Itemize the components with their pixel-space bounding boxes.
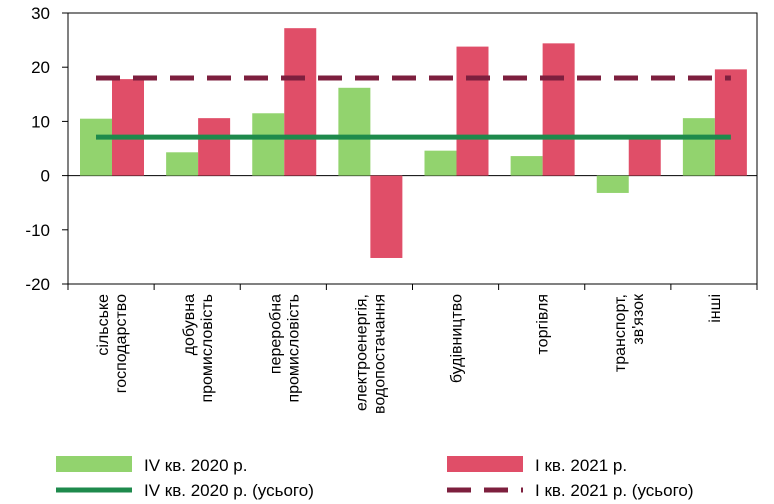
bar-series-1	[338, 88, 370, 176]
bar-series-1	[683, 118, 715, 175]
category-label-line: промисловість	[285, 294, 302, 403]
bar-series-2	[370, 176, 402, 258]
bar-series-2	[284, 28, 316, 175]
category-label: сільськегосподарство	[95, 294, 130, 393]
category-label-line: переробна	[267, 294, 284, 374]
y-tick-label: -20	[25, 275, 50, 294]
legend: IV кв. 2020 р. I кв. 2021 р. IV кв. 2020 р…	[56, 456, 694, 500]
bar-series-1	[252, 113, 284, 175]
bar-series-2	[198, 118, 230, 175]
legend-label-series-1: IV кв. 2020 р.	[144, 456, 247, 475]
category-label: переробнапромисловість	[267, 294, 302, 403]
bar-series-1	[166, 152, 198, 175]
category-label: інші	[707, 294, 724, 323]
bars	[80, 28, 747, 258]
category-label-line: будівництво	[449, 294, 466, 383]
reference-lines	[96, 78, 731, 137]
legend-label-total-1: IV кв. 2020 р. (усього)	[144, 481, 314, 500]
category-label-line: промисловість	[199, 294, 216, 403]
category-label: добувнапромисловість	[181, 294, 216, 403]
y-tick-label: 20	[31, 58, 50, 77]
category-label-line: торгівля	[535, 294, 552, 354]
category-label-line: транспорт,	[612, 294, 629, 372]
bar-series-2	[715, 69, 747, 175]
bar-series-1	[597, 176, 629, 193]
y-tick-label: 30	[31, 4, 50, 23]
category-label-line: добувна	[181, 294, 198, 355]
bar-series-2	[112, 79, 144, 175]
legend-label-total-2: I кв. 2021 р. (усього)	[535, 481, 694, 500]
category-label-line: сільське	[95, 294, 112, 356]
category-label-line: водопостачання	[371, 294, 388, 414]
bar-series-1	[425, 151, 457, 176]
category-label-line: інші	[707, 294, 724, 323]
bar-series-1	[80, 119, 112, 176]
category-label-line: господарство	[113, 294, 130, 393]
legend-swatch-series-1	[56, 456, 132, 472]
category-label-line: зв'язок	[630, 293, 647, 345]
legend-swatch-series-2	[447, 456, 523, 472]
category-label: електроенергія,водопостачання	[353, 294, 388, 414]
bar-series-1	[511, 156, 543, 176]
category-label: транспорт,зв'язок	[612, 293, 647, 372]
y-axis: -20 -10 0 10 20 30	[25, 4, 68, 294]
y-tick-label: -10	[25, 221, 50, 240]
y-tick-label: 10	[31, 112, 50, 131]
bar-series-2	[629, 135, 661, 175]
bar-series-2	[543, 43, 575, 175]
x-axis: сільськегосподарство добувнапромисловість…	[68, 284, 757, 414]
category-label: торгівля	[535, 294, 552, 354]
legend-label-series-2: I кв. 2021 р.	[535, 456, 627, 475]
category-label-line: електроенергія,	[353, 294, 370, 411]
bar-series-2	[457, 47, 489, 176]
category-label: будівництво	[449, 294, 466, 383]
y-tick-label: 0	[41, 167, 50, 186]
